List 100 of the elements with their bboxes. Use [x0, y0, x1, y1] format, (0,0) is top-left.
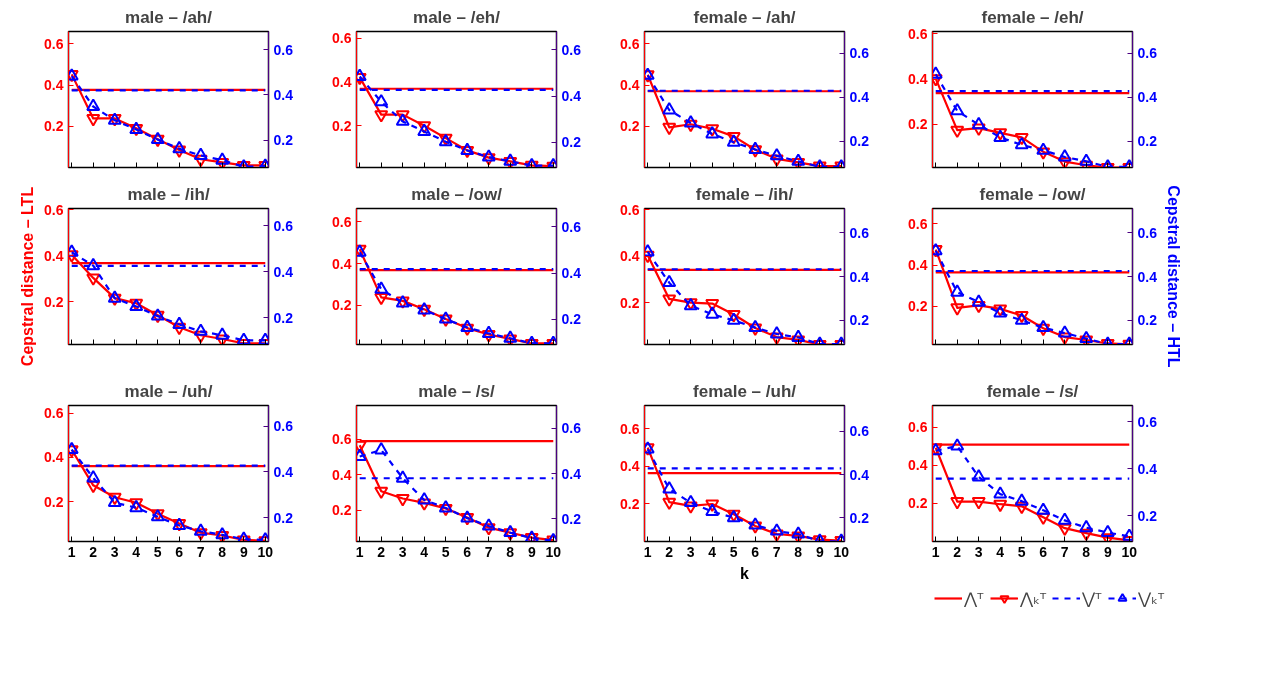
x-tick-label: 1 [643, 543, 652, 560]
x-tick-label: 9 [815, 543, 824, 560]
y2-tick-label: 0.6 [561, 218, 582, 235]
y2-tick-label: 0.2 [849, 133, 870, 150]
y-tick-label: 0.2 [620, 294, 640, 311]
y-tick-label: 0.4 [44, 247, 64, 264]
x-tick-label: 10 [1121, 543, 1138, 560]
x-tick-label: 2 [665, 543, 674, 560]
x-tick-label: 3 [110, 543, 119, 560]
x-tick-label: 5 [1017, 543, 1026, 560]
chart-title: female – /ah/ [693, 7, 796, 27]
y2-tick-label: 0.6 [849, 45, 870, 62]
x-tick-label: 9 [1103, 543, 1112, 560]
y-tick-label: 0.4 [908, 257, 928, 274]
x-tick-label: 7 [484, 543, 493, 560]
y-tick-label: 0.2 [332, 502, 352, 519]
x-tick-label: 1 [355, 543, 364, 560]
y-tick-label: 0.6 [908, 419, 928, 436]
y2-tick-label: 0.4 [273, 86, 294, 103]
chart-title: male – /ow/ [411, 184, 503, 204]
x-tick-label: 7 [1060, 543, 1069, 560]
y-tick-label: 0.6 [620, 420, 640, 437]
x-tick-label: 10 [833, 543, 850, 560]
y-tick-label: 0.2 [620, 118, 640, 135]
x-tick-label: 5 [153, 543, 162, 560]
y2-tick-label: 0.6 [273, 41, 294, 58]
x-tick-label: 1 [931, 543, 940, 560]
y2-tick-label: 0.6 [1137, 413, 1158, 430]
chart-title: male – /uh/ [124, 381, 213, 401]
y-tick-label: 0.2 [44, 493, 64, 510]
y-tick-label: 0.4 [908, 71, 928, 88]
chart-title: male – /s/ [418, 381, 496, 401]
y2-tick-label: 0.2 [561, 134, 582, 151]
y2-tick-label: 0.4 [1137, 268, 1158, 285]
y-tick-label: 0.4 [332, 466, 352, 483]
y-tick-label: 0.6 [44, 35, 64, 52]
y2-tick-label: 0.2 [849, 312, 870, 329]
y2-tick-label: 0.4 [849, 89, 870, 106]
y2-tick-label: 0.4 [561, 265, 582, 282]
y2-tick-label: 0.6 [561, 41, 582, 58]
y-tick-label: 0.6 [620, 201, 640, 218]
chart-title: female – /s/ [986, 381, 1079, 401]
y-tick-label: 0.4 [620, 77, 640, 94]
legend-label: ⋀ₖᵀ [1020, 588, 1047, 608]
x-tick-label: 2 [953, 543, 962, 560]
y2-tick-label: 0.4 [1137, 89, 1158, 106]
y2-tick-label: 0.2 [1137, 507, 1158, 524]
y-tick-label: 0.6 [332, 214, 352, 230]
y2-tick-label: 0.6 [561, 420, 582, 437]
chart-title: female – /ow/ [979, 184, 1086, 204]
chart-title: female – /uh/ [693, 381, 797, 401]
y2-tick-label: 0.2 [1137, 133, 1158, 150]
y2-tick-label: 0.4 [273, 263, 294, 280]
legend-label: ⋁ᵀ [1082, 588, 1103, 608]
x-tick-label: 7 [772, 543, 781, 560]
y-tick-label: 0.2 [908, 116, 928, 133]
x-tick-label: 6 [751, 543, 760, 560]
y-tick-label: 0.6 [908, 25, 928, 42]
x-tick-label: 10 [257, 543, 274, 560]
x-tick-label: 6 [1039, 543, 1048, 560]
y2-tick-label: 0.2 [1137, 312, 1158, 329]
x-tick-label: 9 [527, 543, 536, 560]
x-tick-label: 8 [506, 543, 515, 560]
x-tick-label: 8 [794, 543, 803, 560]
y2-tick-label: 0.2 [561, 510, 582, 527]
y-tick-label: 0.6 [44, 405, 64, 422]
y-tick-label: 0.2 [620, 495, 640, 512]
y2-tick-label: 0.4 [561, 88, 582, 105]
x-tick-label: 1 [67, 543, 76, 560]
legend-label: ⋀ᵀ [964, 588, 984, 608]
y2-tick-label: 0.6 [273, 418, 294, 435]
y2-tick-label: 0.2 [273, 509, 294, 526]
x-tick-label: 5 [441, 543, 450, 560]
y-tick-label: 0.6 [620, 35, 640, 52]
y-tick-label: 0.4 [332, 255, 352, 272]
y-tick-label: 0.4 [620, 458, 640, 475]
y-tick-label: 0.6 [44, 201, 64, 218]
y2-tick-label: 0.6 [273, 217, 294, 234]
y-tick-label: 0.2 [332, 117, 352, 134]
y-tick-label: 0.2 [908, 298, 928, 315]
x-tick-label: 5 [729, 543, 738, 560]
y-tick-label: 0.6 [332, 30, 352, 47]
x-tick-label: 8 [1082, 543, 1091, 560]
chart-title: female – /ih/ [695, 184, 794, 204]
y2-tick-label: 0.4 [849, 466, 870, 483]
x-tick-label: 3 [974, 543, 983, 560]
x-tick-label: 4 [132, 543, 141, 560]
y-tick-label: 0.6 [908, 215, 928, 232]
y2-tick-label: 0.4 [1137, 460, 1158, 477]
y-tick-label: 0.4 [44, 77, 64, 94]
y-tick-label: 0.2 [332, 297, 352, 314]
y-tick-label: 0.2 [44, 118, 64, 135]
x-tick-label: 2 [377, 543, 386, 560]
y-axis-title: Cepstral distance – LTL [19, 186, 37, 367]
y2-tick-label: 0.2 [273, 309, 294, 326]
x-tick-label: 8 [218, 543, 227, 560]
x-tick-label: 3 [686, 543, 695, 560]
chart-title: male – /ah/ [125, 7, 213, 27]
x-tick-label: 2 [89, 543, 98, 560]
y-tick-label: 0.4 [908, 457, 928, 474]
